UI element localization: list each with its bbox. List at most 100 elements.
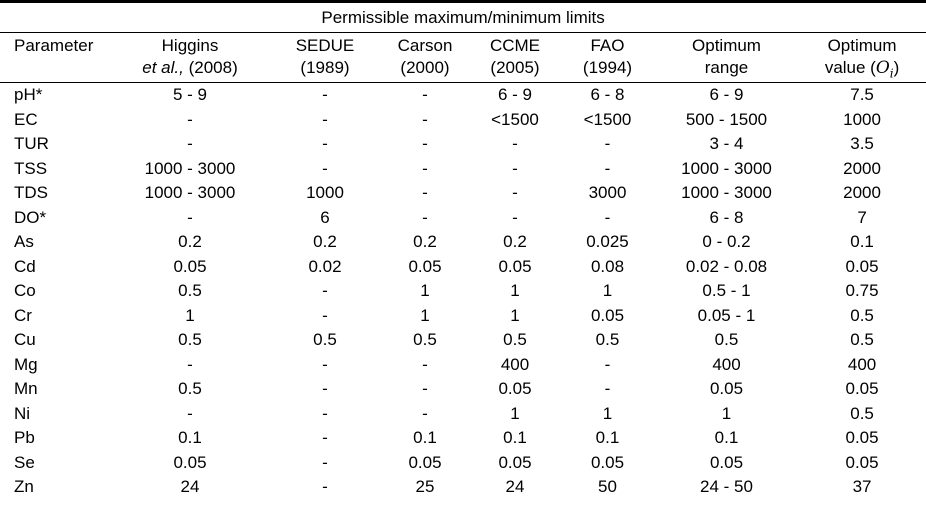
value-cell: - bbox=[604, 158, 611, 178]
column-header-optimum-value: Optimum value (Oi) bbox=[798, 32, 926, 83]
value-cell: - bbox=[422, 134, 428, 153]
table-row: DO* - 6 - - - 6 - 8 7 bbox=[0, 206, 926, 231]
value-cell: 1000 - 3000 bbox=[144, 158, 236, 178]
table-row: TDS 1000 - 3000 1000 - - 3000 1000 - 3000 2000 bbox=[0, 181, 926, 206]
value-cell: - bbox=[604, 354, 611, 374]
value-cell: 1000 - 3000 bbox=[681, 183, 772, 202]
value-cell: - bbox=[422, 379, 428, 398]
parameter-cell: Cu bbox=[14, 330, 36, 349]
column-header-higgins: Higgins et al., (2008) bbox=[110, 32, 270, 83]
table-row: Se 0.05 - 0.05 0.05 0.05 0.05 0.05 bbox=[0, 451, 926, 476]
table-row: Cd 0.05 0.02 0.05 0.05 0.08 0.02 - 0.08 0.05 bbox=[0, 255, 926, 280]
value-cell: 1 bbox=[510, 281, 520, 300]
value-cell: 1 bbox=[510, 305, 520, 325]
table-row: Pb 0.1 - 0.1 0.1 0.1 0.1 0.05 bbox=[0, 426, 926, 451]
value-cell: - bbox=[422, 403, 428, 423]
value-cell: 0.5 - 1 bbox=[702, 281, 751, 300]
value-cell: 6 - 8 bbox=[590, 85, 625, 104]
value-cell: 0.05 bbox=[845, 379, 879, 398]
value-cell: 500 - 1500 bbox=[685, 109, 768, 129]
table-row: TUR - - - - - 3 - 4 3.5 bbox=[0, 132, 926, 157]
table-row: Co 0.5 - 1 1 1 0.5 - 1 0.75 bbox=[0, 279, 926, 304]
value-cell: - bbox=[187, 403, 193, 423]
value-cell: 1000 bbox=[843, 109, 881, 129]
value-cell: 0.5 bbox=[178, 281, 202, 300]
math-oi-symbol: Oi bbox=[875, 58, 894, 81]
table-row: TSS 1000 - 3000 - - - - 1000 - 3000 2000 bbox=[0, 157, 926, 182]
column-header-parameter: Parameter bbox=[0, 32, 110, 83]
value-cell: 0.05 bbox=[845, 428, 879, 447]
value-cell: - bbox=[422, 85, 428, 104]
value-cell: 0.05 bbox=[845, 452, 879, 472]
value-cell: 1 bbox=[420, 305, 430, 325]
value-cell: 6 - 8 bbox=[709, 207, 744, 227]
value-cell: 0.1 bbox=[178, 428, 202, 447]
value-cell: 6 - 9 bbox=[709, 85, 744, 104]
value-cell: 0.5 bbox=[850, 403, 874, 423]
value-cell: 1000 - 3000 bbox=[681, 158, 772, 178]
value-cell: 0.5 bbox=[850, 330, 874, 349]
parameter-cell: TUR bbox=[14, 134, 49, 153]
table-body: pH* 5 - 9 - - 6 - 9 6 - 8 6 - 9 7.5 EC - - - <1500 <1… bbox=[0, 83, 926, 500]
value-cell: - bbox=[322, 428, 328, 447]
value-cell: 7.5 bbox=[850, 85, 874, 104]
parameter-cell: Mg bbox=[14, 354, 38, 374]
table-row: Mg - - - 400 - 400 400 bbox=[0, 353, 926, 378]
table-row: As 0.2 0.2 0.2 0.2 0.025 0 - 0.2 0.1 bbox=[0, 230, 926, 255]
parameter-cell: Pb bbox=[14, 428, 35, 447]
et-al-italic: et al., bbox=[142, 58, 184, 77]
value-cell: - bbox=[322, 305, 328, 325]
value-cell: 24 - 50 bbox=[700, 477, 753, 496]
value-cell: 0.05 bbox=[845, 256, 879, 276]
value-cell: 3 - 4 bbox=[709, 134, 744, 153]
table-row: Cu 0.5 0.5 0.5 0.5 0.5 0.5 0.5 bbox=[0, 328, 926, 353]
value-cell: 400 bbox=[500, 354, 530, 374]
value-cell: 0.2 bbox=[178, 232, 202, 251]
value-cell: 0.05 - 1 bbox=[697, 305, 756, 325]
value-cell: - bbox=[187, 354, 193, 374]
value-cell: 0.5 bbox=[503, 330, 527, 349]
value-cell: 1000 bbox=[306, 183, 344, 202]
value-cell: 0.05 bbox=[498, 256, 532, 276]
value-cell: - bbox=[322, 477, 328, 496]
value-cell: - bbox=[322, 158, 328, 178]
value-cell: 7 bbox=[857, 207, 867, 227]
value-cell: 0.5 bbox=[850, 305, 874, 325]
table-row: Mn 0.5 - - 0.05 - 0.05 0.05 bbox=[0, 377, 926, 402]
value-cell: - bbox=[322, 134, 328, 153]
value-cell: - bbox=[322, 379, 328, 398]
value-cell: <1500 bbox=[491, 109, 539, 129]
table-row: pH* 5 - 9 - - 6 - 9 6 - 8 6 - 9 7.5 bbox=[0, 83, 926, 108]
value-cell: 1 bbox=[510, 403, 520, 423]
value-cell: - bbox=[322, 354, 328, 374]
value-cell: 0.1 bbox=[503, 428, 527, 447]
value-cell: 3000 bbox=[588, 183, 627, 202]
value-cell: 0.05 bbox=[173, 452, 207, 472]
value-cell: 0 - 0.2 bbox=[702, 232, 751, 251]
value-cell: - bbox=[422, 207, 428, 227]
table-row: EC - - - <1500 <1500 500 - 1500 1000 bbox=[0, 108, 926, 133]
value-cell: 400 bbox=[847, 354, 877, 374]
parameter-cell: As bbox=[14, 232, 34, 251]
value-cell: 50 bbox=[598, 477, 617, 496]
value-cell: 0.75 bbox=[845, 281, 879, 300]
column-header-fao: FAO (1994) bbox=[560, 32, 655, 83]
value-cell: - bbox=[187, 207, 193, 227]
value-cell: 0.05 bbox=[498, 379, 532, 398]
value-cell: - bbox=[422, 109, 428, 129]
parameter-cell: TSS bbox=[14, 158, 48, 178]
value-cell: 37 bbox=[852, 477, 872, 496]
value-cell: 2000 bbox=[843, 183, 881, 202]
value-cell: - bbox=[604, 134, 611, 153]
column-header-sedue: SEDUE (1989) bbox=[270, 32, 380, 83]
value-cell: 0.08 bbox=[590, 256, 625, 276]
value-cell: 3.5 bbox=[850, 134, 874, 153]
value-cell: 1000 - 3000 bbox=[144, 183, 236, 202]
value-cell: - bbox=[322, 452, 328, 472]
table-header-row: Parameter Higgins et al., (2008) SEDUE (… bbox=[0, 32, 926, 83]
value-cell: 0.2 bbox=[503, 232, 527, 251]
value-cell: - bbox=[322, 109, 328, 129]
parameter-cell: Zn bbox=[14, 477, 34, 496]
